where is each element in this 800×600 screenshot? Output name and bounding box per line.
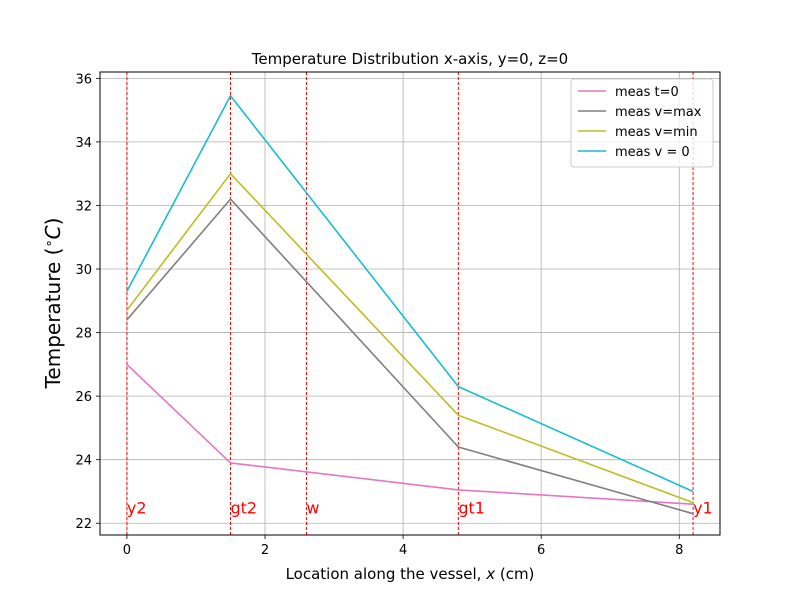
x-axis-label: Location along the vessel, x (cm) — [286, 565, 535, 583]
legend-label-meas-t-0: meas t=0 — [615, 85, 679, 100]
series-lines — [126, 95, 694, 515]
region-label-gt1: gt1 — [458, 498, 485, 517]
series-line-meas-v-min — [126, 172, 694, 504]
x-tick-label: 6 — [537, 543, 545, 558]
y-axis-label: Temperature (∘C) — [41, 218, 65, 390]
y-tick-label: 30 — [75, 263, 92, 278]
x-axis-label-text: Location along the vessel, — [286, 565, 487, 583]
legend-label-meas-v-max: meas v=max — [615, 105, 702, 120]
y-tick-label: 36 — [75, 72, 92, 87]
x-axis-label-variable: x — [485, 565, 495, 583]
y-tick-label: 22 — [75, 517, 92, 532]
plot-frame — [99, 71, 721, 536]
y-axis-label-degree: ∘ — [42, 239, 57, 247]
chart-title: Temperature Distribution x-axis, y=0, z=… — [251, 50, 568, 68]
x-axis-label-unit: (cm) — [495, 565, 534, 583]
legend-label-meas-v-min: meas v=min — [615, 125, 698, 140]
y-axis-label-variable: C — [41, 225, 65, 239]
region-labels: y2 gt2 w gt1 y1 — [127, 498, 713, 517]
x-tick-label: 8 — [675, 543, 683, 558]
series-line-meas-v-max — [126, 198, 694, 515]
region-label-gt2: gt2 — [230, 498, 257, 517]
series-line-meas-t-0 — [126, 363, 694, 505]
x-tick-label: 0 — [123, 543, 131, 558]
legend-box — [570, 78, 714, 168]
x-tick-label: 4 — [399, 543, 407, 558]
y-axis-label-text: Temperature ( — [41, 248, 65, 390]
legend: meas t=0 meas v=max meas v=min meas v = 0 — [570, 78, 714, 168]
region-label-y1: y1 — [693, 498, 713, 517]
region-lines — [126, 72, 694, 535]
y-tick-label: 32 — [75, 199, 92, 214]
y-tick-label: 34 — [75, 136, 92, 151]
series-line-meas-v-0 — [126, 95, 694, 493]
grid — [100, 72, 720, 535]
region-label-w: w — [306, 498, 319, 517]
legend-label-meas-v-0: meas v = 0 — [615, 145, 690, 160]
region-label-y2: y2 — [127, 498, 147, 517]
y-tick-label: 24 — [75, 454, 92, 469]
y-tick-label: 26 — [75, 390, 92, 405]
x-tick-label: 2 — [261, 543, 269, 558]
y-axis-label-unit: ) — [41, 218, 65, 226]
y-tick-label: 28 — [75, 327, 92, 342]
